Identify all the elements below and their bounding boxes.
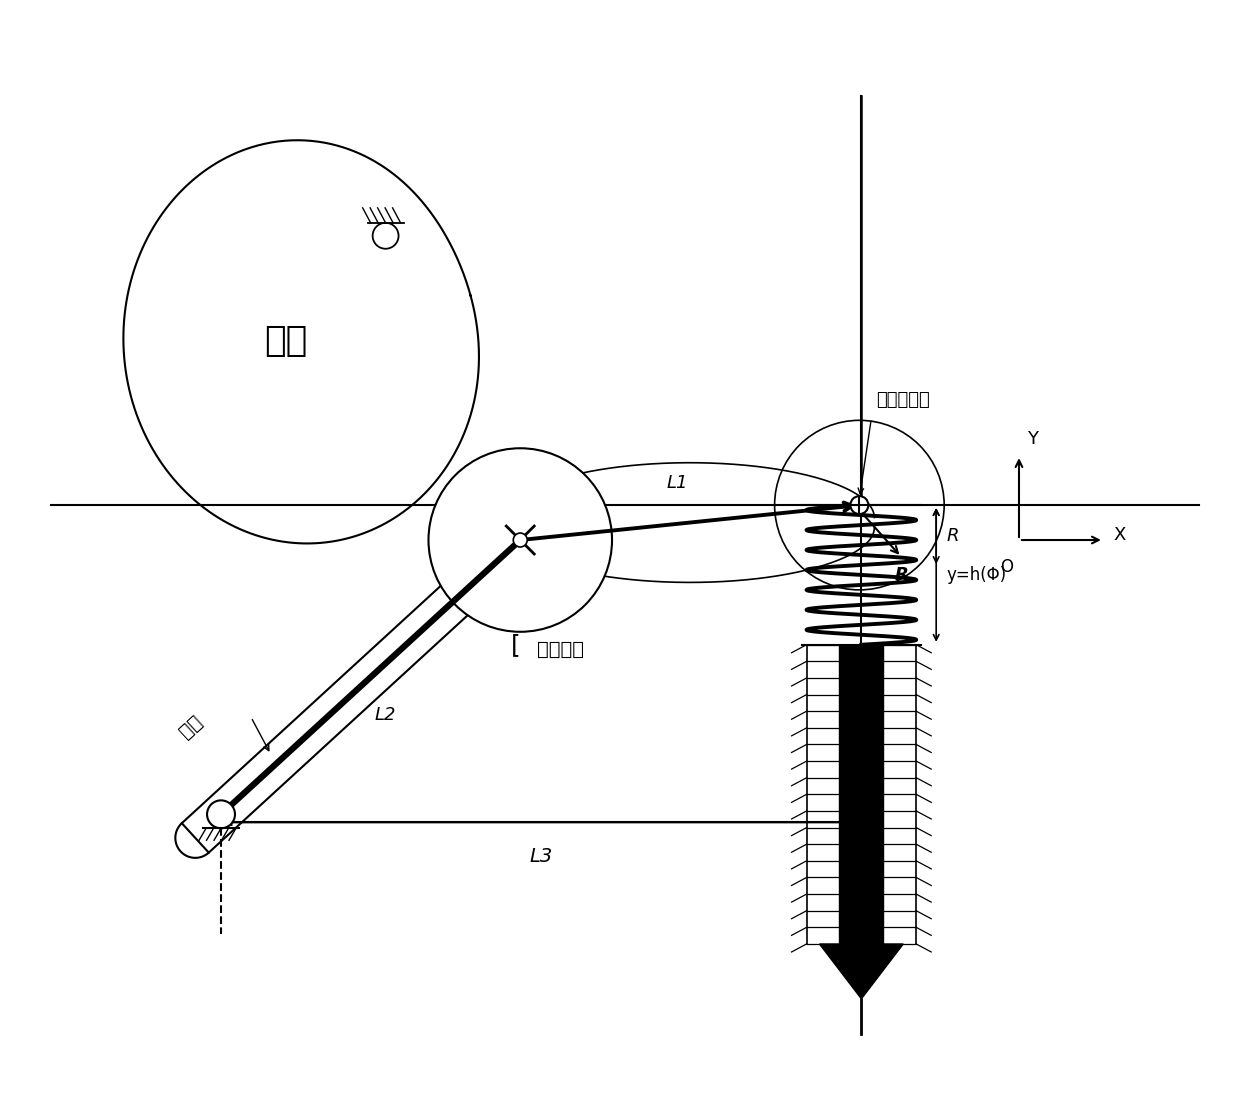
Circle shape — [851, 496, 868, 514]
Text: X: X — [1114, 526, 1126, 544]
Text: [: [ — [511, 633, 520, 657]
Circle shape — [207, 800, 234, 828]
Text: L1: L1 — [666, 474, 687, 492]
Circle shape — [429, 448, 613, 632]
Text: 凸轮: 凸轮 — [264, 323, 308, 358]
Text: Y: Y — [1027, 430, 1038, 448]
Text: 摇臂滚柱: 摇臂滚柱 — [537, 641, 584, 659]
Bar — [839, 645, 883, 944]
Text: 摇臂: 摇臂 — [176, 712, 206, 742]
Text: L2: L2 — [374, 706, 397, 724]
Text: R: R — [894, 566, 908, 584]
Text: 接触面圆心: 接触面圆心 — [877, 391, 930, 410]
Text: O: O — [1001, 558, 1013, 576]
Text: R: R — [946, 527, 959, 545]
Polygon shape — [182, 502, 559, 853]
Circle shape — [513, 533, 527, 548]
Polygon shape — [820, 944, 903, 999]
Text: y=h(Φ): y=h(Φ) — [946, 566, 1007, 584]
Text: L3: L3 — [529, 848, 553, 866]
